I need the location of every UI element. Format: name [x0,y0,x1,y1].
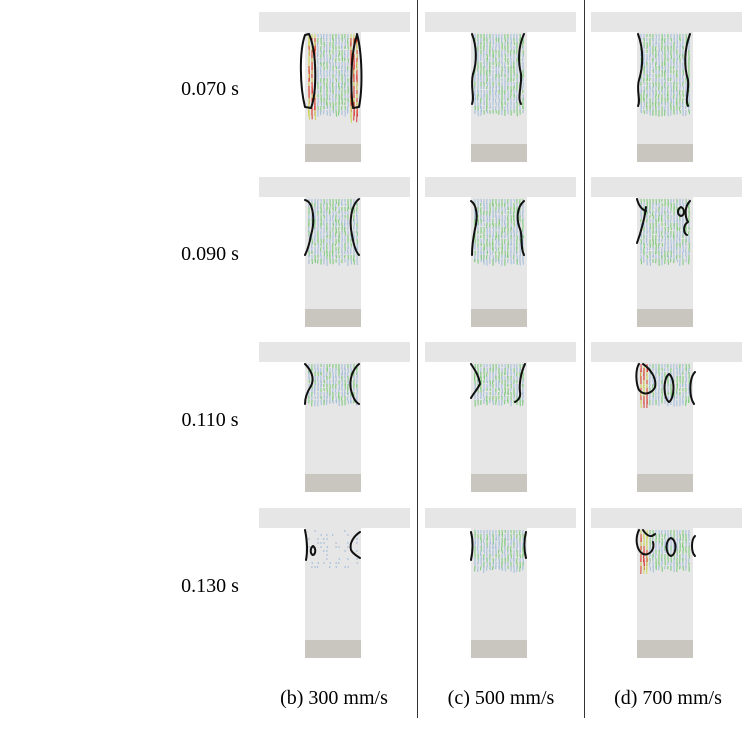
bottom-block [471,144,527,162]
flow-field-plot [425,508,576,658]
top-plate [259,177,410,197]
bottom-block [637,474,693,492]
simulation-panel [425,12,577,162]
bottom-block [637,309,693,327]
flow-field-plot [259,12,410,162]
free-surface-contour [518,33,525,105]
simulation-panel [591,12,743,162]
top-plate [259,342,410,362]
bottom-block [305,474,361,492]
column-label-700: (d) 700 mm/s [614,687,722,709]
top-plate [591,342,742,362]
bottom-block [305,309,361,327]
simulation-panel [259,12,411,162]
free-surface-contour [349,531,361,559]
flow-field-plot [425,12,576,162]
simulation-panel [259,508,411,658]
bottom-block [471,474,527,492]
free-surface-contour [471,33,477,105]
simulation-panel [425,508,577,658]
flow-field-plot [591,177,742,327]
free-surface-contour [470,531,474,561]
free-surface-contour [523,531,527,559]
top-plate [425,177,576,197]
velocity-vectors [640,198,690,267]
free-surface-contour [304,529,309,561]
flow-field-plot [425,342,576,492]
velocity-vectors [640,529,690,575]
flow-field-plot [425,177,576,327]
free-surface-contour [635,529,655,556]
simulation-panel [591,177,743,327]
simulation-panel [259,342,411,492]
bottom-block [637,144,693,162]
top-plate [259,508,410,528]
row-label-0110: 0.110 s [181,409,239,431]
free-surface-contour [684,33,691,107]
top-plate [591,177,742,197]
free-surface-contour [665,537,677,557]
free-surface-contour [470,363,481,399]
row-label-0130: 0.130 s [181,575,239,597]
free-surface-contour [299,33,317,109]
free-surface-contour [635,363,657,395]
free-surface-contour [683,200,691,236]
row-label-0090: 0.090 s [181,243,239,265]
free-surface-contour [304,363,314,405]
free-surface-contour [642,529,656,538]
row-label-0070: 0.070 s [181,78,239,100]
flow-field-plot [591,342,742,492]
velocity-vectors [474,529,524,573]
flow-field-plot [259,508,410,658]
bottom-block [305,640,361,658]
free-surface-contour [636,206,647,244]
channel-column [305,528,361,640]
column-label-300: (b) 300 mm/s [280,687,388,709]
simulation-panel [591,342,743,492]
bottom-block [305,144,361,162]
flow-field-plot [591,12,742,162]
bottom-block [637,640,693,658]
free-surface-contour [470,200,478,256]
free-surface-contour [637,33,644,107]
top-plate [425,12,576,32]
column-divider-left [417,0,418,718]
top-plate [425,342,576,362]
flow-field-plot [591,508,742,658]
flow-field-plot [259,177,410,327]
free-surface-contour [309,545,317,556]
top-plate [425,508,576,528]
column-divider-right [584,0,585,718]
free-surface-contour [349,198,360,256]
free-surface-contour [691,535,696,557]
simulation-panel [259,177,411,327]
simulation-panel [425,342,577,492]
free-surface-contour [516,200,525,256]
simulation-panel [425,177,577,327]
top-plate [591,508,742,528]
velocity-vectors [308,33,358,123]
free-surface-contour [514,363,526,403]
free-surface-contour [689,371,696,405]
top-plate [591,12,742,32]
flow-field-plot [259,342,410,492]
column-label-500: (c) 500 mm/s [447,687,555,709]
velocity-vectors [308,198,358,266]
bottom-block [471,640,527,658]
free-surface-contour [349,363,360,405]
top-plate [259,12,410,32]
simulation-panel [591,508,743,658]
free-surface-contour [350,33,363,109]
free-surface-contour [677,206,685,217]
free-surface-contour [304,199,315,256]
bottom-block [471,309,527,327]
free-surface-contour [663,373,675,403]
